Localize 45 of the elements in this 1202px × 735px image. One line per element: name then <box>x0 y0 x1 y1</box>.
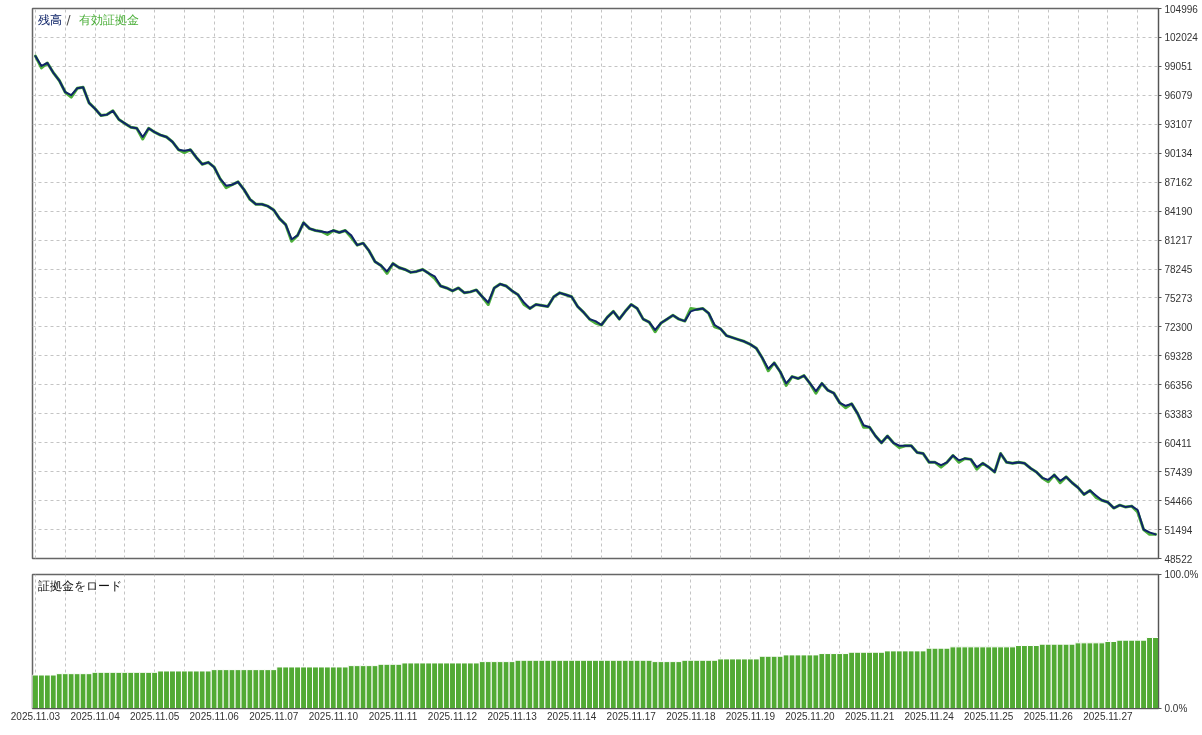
y-tick-label: 48522 <box>1164 553 1193 565</box>
x-tick-label: 2025.11.26 <box>1023 710 1074 722</box>
annotation: / <box>66 12 72 27</box>
x-tick-label: 2025.11.18 <box>666 710 716 722</box>
x-tick-label: 2025.11.24 <box>904 710 955 722</box>
x-tick-label: 2025.11.03 <box>10 710 61 722</box>
y-tick-label: 0.0% <box>1164 703 1188 714</box>
y-tick-label: 81217 <box>1164 235 1193 247</box>
y-tick-label: 54466 <box>1164 495 1193 507</box>
y-tick-label: 99051 <box>1164 61 1193 73</box>
x-tick-label: 2025.11.07 <box>249 710 299 722</box>
y-tick-label: 104996 <box>1164 3 1199 15</box>
y-tick-label: 90134 <box>1164 148 1193 160</box>
y-tick-label: 51494 <box>1164 524 1193 536</box>
x-tick-label: 2025.11.25 <box>964 710 1014 722</box>
y-tick-label: 63383 <box>1164 408 1193 420</box>
y-tick-label: 72300 <box>1164 321 1193 333</box>
x-tick-label: 2025.11.05 <box>129 710 180 722</box>
y-tick-label: 75273 <box>1164 292 1193 304</box>
text: 残高 <box>37 12 62 27</box>
x-tick-label: 2025.11.13 <box>487 710 538 722</box>
x-tick-label: 2025.11.20 <box>785 710 836 722</box>
y-tick-label: 102024 <box>1164 32 1199 44</box>
x-tick-label: 2025.11.12 <box>427 710 478 722</box>
x-tick-label: 2025.11.04 <box>70 710 121 722</box>
x-tick-label: 2025.11.21 <box>844 710 895 722</box>
y-tick-label: 66356 <box>1164 379 1193 391</box>
x-tick-label: 2025.11.17 <box>606 710 657 722</box>
y-tick-label: 69328 <box>1164 350 1193 362</box>
y-tick-label: 84190 <box>1164 206 1193 218</box>
y-tick-label: 93107 <box>1164 119 1193 131</box>
y-tick-label: 57439 <box>1164 466 1193 478</box>
x-tick-label: 2025.11.06 <box>189 710 240 722</box>
y-tick-label: 100.0% <box>1164 569 1199 580</box>
y-tick-label: 78245 <box>1164 264 1193 276</box>
x-tick-label: 2025.11.27 <box>1083 710 1133 722</box>
x-tick-label: 2025.11.11 <box>368 710 418 722</box>
x-tick-label: 2025.11.19 <box>725 710 776 722</box>
y-tick-label: 60411 <box>1164 437 1192 449</box>
y-tick-label: 87162 <box>1164 177 1193 189</box>
x-tick-label: 2025.11.10 <box>308 710 359 722</box>
x-tick-label: 2025.11.14 <box>547 710 597 722</box>
text: 有効証拠金 <box>78 12 139 27</box>
y-tick-label: 96079 <box>1164 90 1193 102</box>
chart-title: 証拠金をロード <box>37 578 122 593</box>
